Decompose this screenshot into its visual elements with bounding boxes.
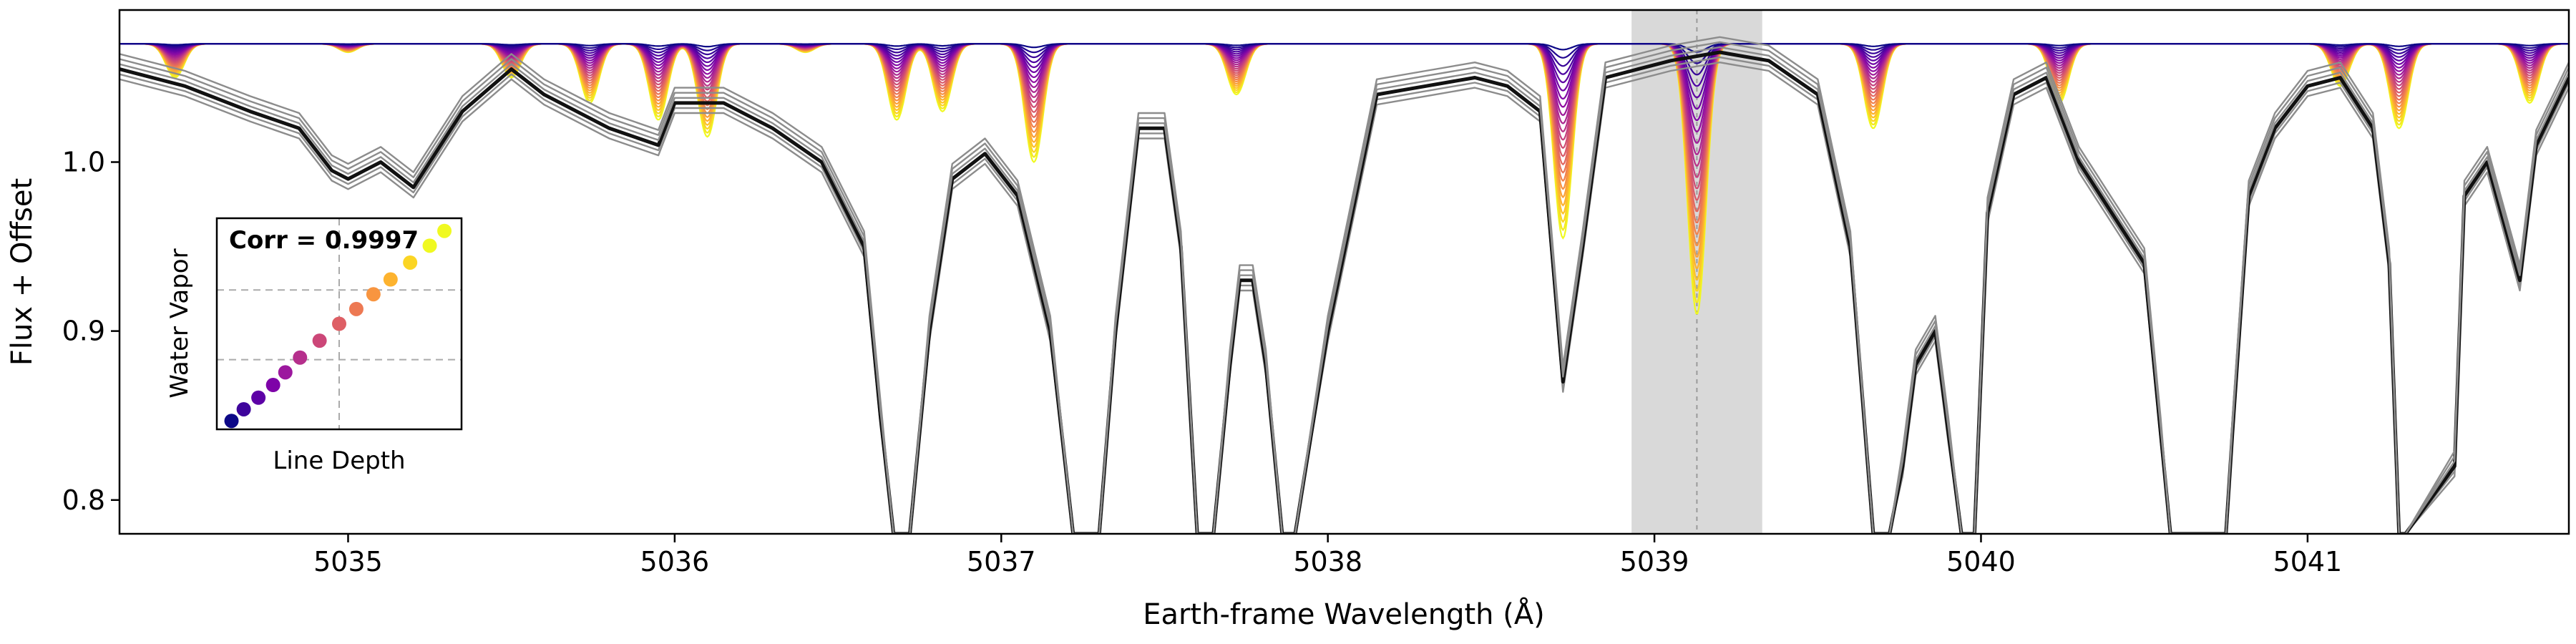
stellar-spectrum-epoch-line (119, 56, 2569, 534)
x-tick-label: 5037 (967, 546, 1036, 577)
x-tick-label: 5038 (1293, 546, 1362, 577)
inset-frame (215, 217, 463, 431)
telluric-model-line (119, 43, 2569, 235)
main-axes-frame (118, 9, 2570, 535)
y-axis-ticks: 0.8 0.9 1.0 (62, 147, 119, 516)
telluric-model-line (119, 43, 2569, 167)
inset-correlation-title: Corr = 0.9997 (229, 226, 419, 255)
x-tick-label: 5040 (1946, 546, 2016, 577)
telluric-model-line (119, 43, 2569, 178)
stellar-spectra (119, 36, 2569, 534)
main-plot-area: 5035 5036 5037 5038 5039 5040 5041 0.8 0.9 1.0 E… (6, 9, 2570, 631)
inset-scatter-point (403, 255, 418, 270)
y-tick-label: 0.8 (62, 484, 105, 516)
telluric-model-line (119, 43, 2569, 64)
x-tick-label: 5039 (1620, 546, 1689, 577)
telluric-model-line (119, 43, 2569, 76)
inset-scatter-point (348, 301, 364, 316)
telluric-model-line (119, 43, 2569, 223)
inset-correlation-plot: Corr = 0.9997 Line Depth Water Vapor (165, 217, 463, 475)
inset-scatter-point (251, 390, 266, 405)
x-tick-label: 5035 (313, 546, 383, 577)
inset-scatter-point (265, 378, 280, 393)
y-tick-label: 0.9 (62, 316, 105, 347)
telluric-model-curves (119, 43, 2569, 315)
stellar-spectrum-line (119, 50, 2569, 534)
x-axis-label: Earth-frame Wavelength (Å) (1143, 597, 1545, 631)
stellar-spectrum-epoch-line (119, 36, 2569, 534)
telluric-model-line (119, 43, 2569, 190)
x-axis-ticks: 5035 5036 5037 5038 5039 5040 5041 (313, 534, 2342, 577)
x-tick-label: 5036 (640, 546, 710, 577)
telluric-model-line (119, 43, 2569, 132)
inset-scatter-point (236, 401, 251, 416)
telluric-model-line (119, 43, 2569, 121)
inset-scatter-points (224, 223, 452, 429)
inset-scatter-point (293, 350, 308, 365)
inset-grid (217, 218, 462, 429)
inset-scatter-point (422, 238, 437, 253)
inset-scatter-point (224, 414, 239, 429)
y-axis-label: Flux + Offset (6, 178, 39, 366)
inset-scatter-point (332, 316, 346, 331)
inset-scatter-point (278, 365, 293, 380)
inset-scatter-point (383, 272, 398, 287)
telluric-model-line (119, 43, 2569, 53)
inset-scatter-point (437, 223, 452, 238)
stellar-spectrum-epoch-line (119, 41, 2569, 534)
inset-scatter-point (366, 287, 381, 302)
inset-y-axis-label: Water Vapor (165, 248, 194, 398)
telluric-model-line (119, 43, 2569, 144)
telluric-model-line (119, 43, 2569, 155)
x-tick-label: 5041 (2273, 546, 2343, 577)
inset-x-axis-label: Line Depth (273, 447, 405, 475)
inset-scatter-point (312, 333, 327, 348)
y-tick-label: 1.0 (62, 147, 105, 178)
telluric-model-line (119, 43, 2569, 213)
stellar-spectrum-epoch-line (119, 46, 2569, 534)
stellar-spectrum-epoch-line (119, 62, 2569, 534)
telluric-model-line (119, 43, 2569, 110)
telluric-model-line (119, 43, 2569, 201)
